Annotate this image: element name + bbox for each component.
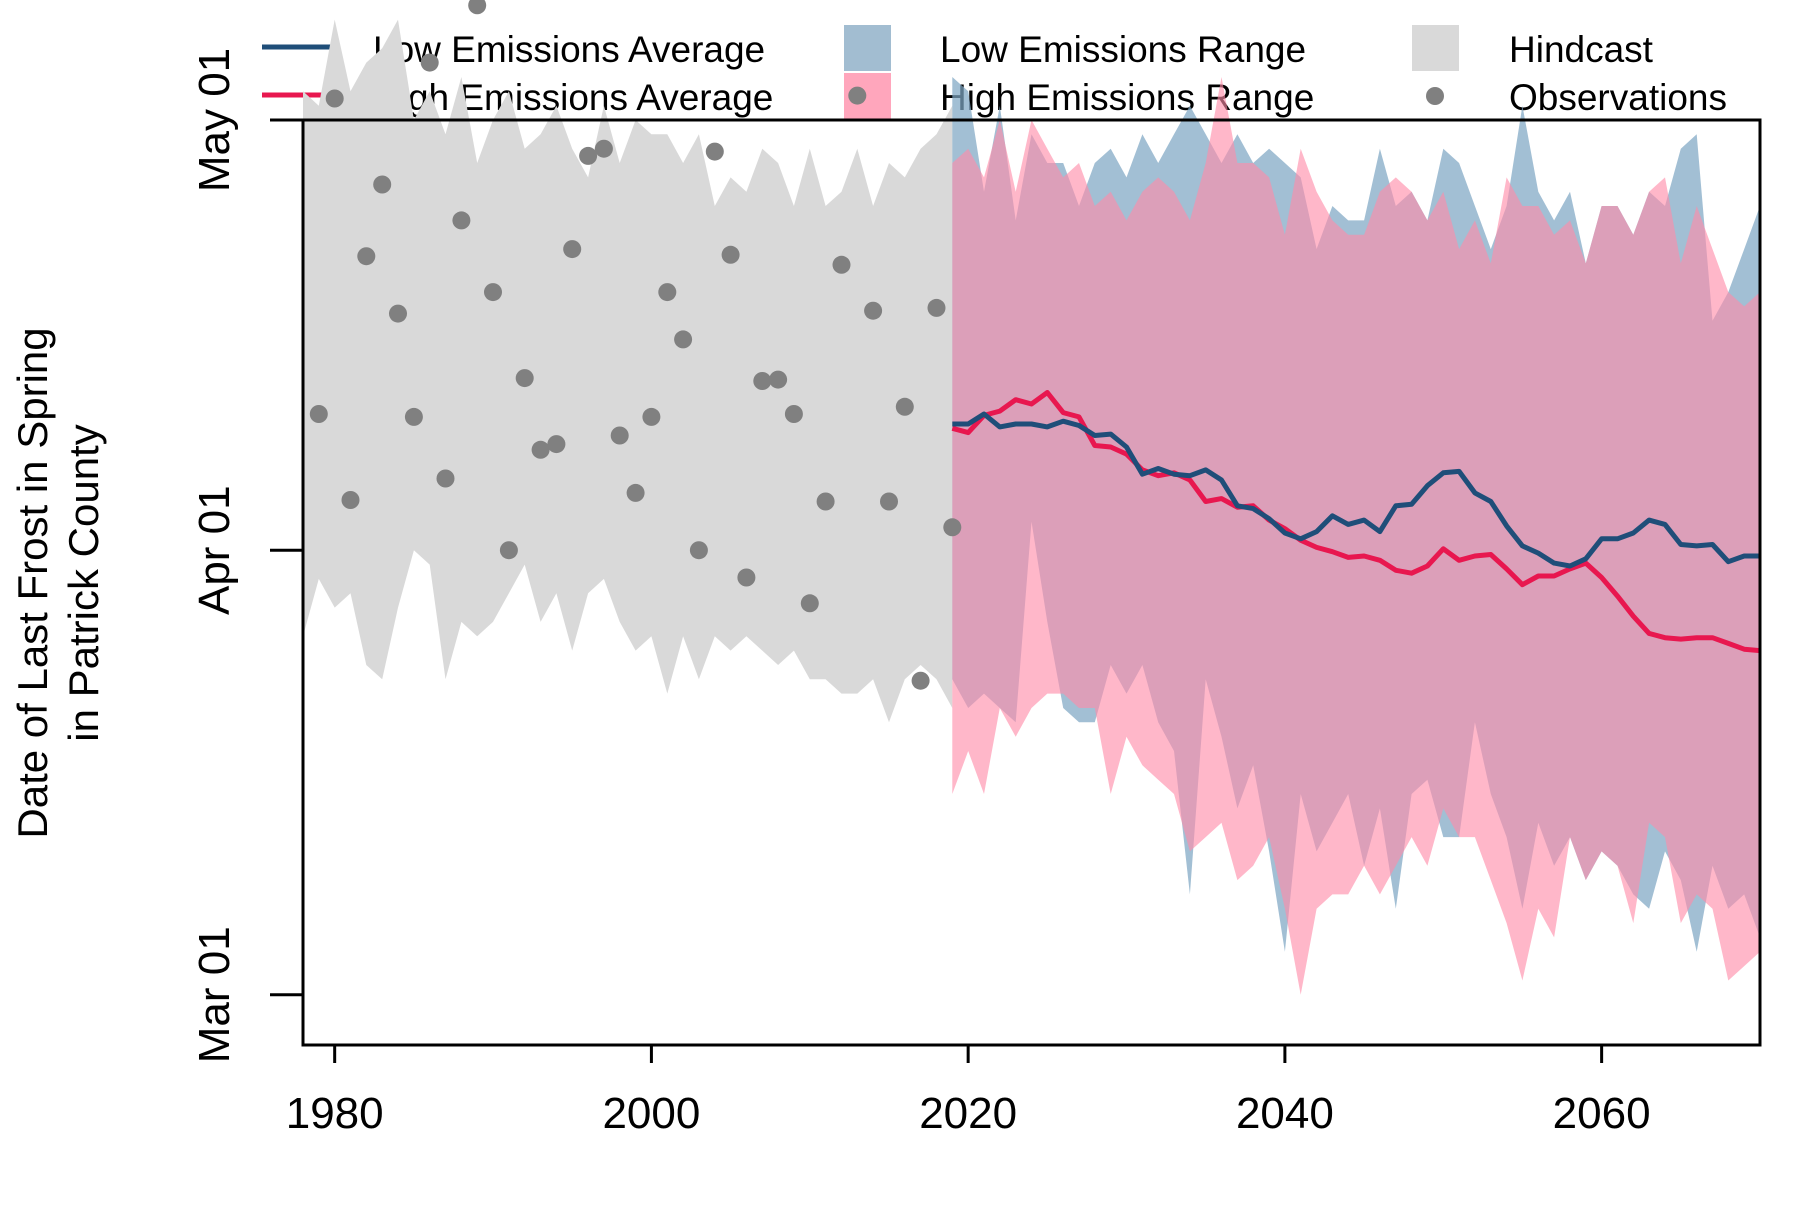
observation-point (864, 301, 883, 320)
observation-point (499, 541, 518, 560)
legend-low-range-label: Low Emissions Range (940, 29, 1306, 70)
ranges-layer (952, 77, 1760, 995)
legend-hindcast-label: Hindcast (1509, 29, 1654, 70)
legend-observations-label: Observations (1509, 77, 1727, 118)
observation-point (531, 440, 550, 459)
observation-point (484, 283, 502, 302)
observation-point (800, 594, 819, 613)
legend-low-range-swatch (844, 25, 891, 71)
legend-high-average-label: High Emissions Average (373, 77, 773, 118)
y-tick-label: Mar 01 (190, 926, 239, 1063)
observation-point (341, 491, 360, 509)
observation-point (816, 492, 835, 511)
legend-observations-swatch (1426, 87, 1444, 105)
observation-point (769, 370, 788, 389)
observation-point (404, 407, 423, 426)
observation-point (389, 304, 407, 323)
observation-point (927, 298, 946, 317)
x-tick-label: 1980 (286, 1089, 384, 1138)
observation-point (468, 0, 487, 15)
observation-point (626, 483, 645, 502)
observation-point (325, 89, 344, 108)
observation-point (943, 518, 962, 537)
x-tick-label: 2000 (602, 1089, 700, 1138)
hindcast-layer (303, 19, 953, 723)
observation-point (515, 369, 534, 388)
observation-point (705, 142, 724, 161)
hindcast-band (303, 19, 953, 723)
observation-point (721, 245, 740, 264)
observation-point (436, 469, 455, 488)
observation-point (689, 541, 708, 560)
observation-point (674, 330, 693, 349)
observation-point (420, 53, 439, 72)
y-tick-label: Apr 01 (190, 485, 239, 615)
observation-point (832, 255, 851, 274)
observation-point (610, 426, 629, 445)
observation-point (594, 139, 613, 158)
observation-point (753, 372, 772, 390)
observation-point (911, 671, 930, 690)
x-axis: 1980 2000 2020 2040 2060 (286, 1045, 1651, 1138)
x-tick-label: 2040 (1236, 1089, 1334, 1138)
y-axis-title-line1: Date of Last Frost in Spring (9, 327, 56, 838)
y-tick-label: May 01 (190, 48, 239, 192)
x-tick-label: 2060 (1553, 1089, 1651, 1138)
plot-frame (301, 118, 1762, 1047)
observation-point (579, 146, 598, 165)
legend: Low Emissions Average High Emissions Ave… (262, 25, 1727, 119)
observation-point (452, 211, 471, 230)
observation-point (848, 86, 867, 105)
average-lines-layer (951, 390, 1761, 654)
low-emissions-average-line (952, 411, 1760, 569)
y-axis: Mar 01 Apr 01 May 01 (190, 48, 303, 1063)
observation-point (895, 397, 914, 416)
y-axis-title-line2: in Patrick County (60, 424, 107, 741)
legend-hindcast-swatch (1412, 25, 1459, 71)
observation-point (547, 435, 566, 454)
x-tick-label: 2020 (919, 1089, 1017, 1138)
observation-point (563, 240, 582, 259)
observation-point (880, 492, 898, 511)
observation-point (357, 247, 376, 266)
observations-layer (309, 0, 962, 690)
observation-point (784, 405, 803, 423)
observation-point (309, 405, 328, 423)
observation-point (642, 407, 661, 426)
legend-high-range-label: High Emissions Range (940, 77, 1314, 118)
high-emissions-range-band (952, 77, 1760, 995)
observation-point (373, 175, 392, 194)
observation-point (737, 568, 756, 587)
observation-point (658, 283, 677, 302)
